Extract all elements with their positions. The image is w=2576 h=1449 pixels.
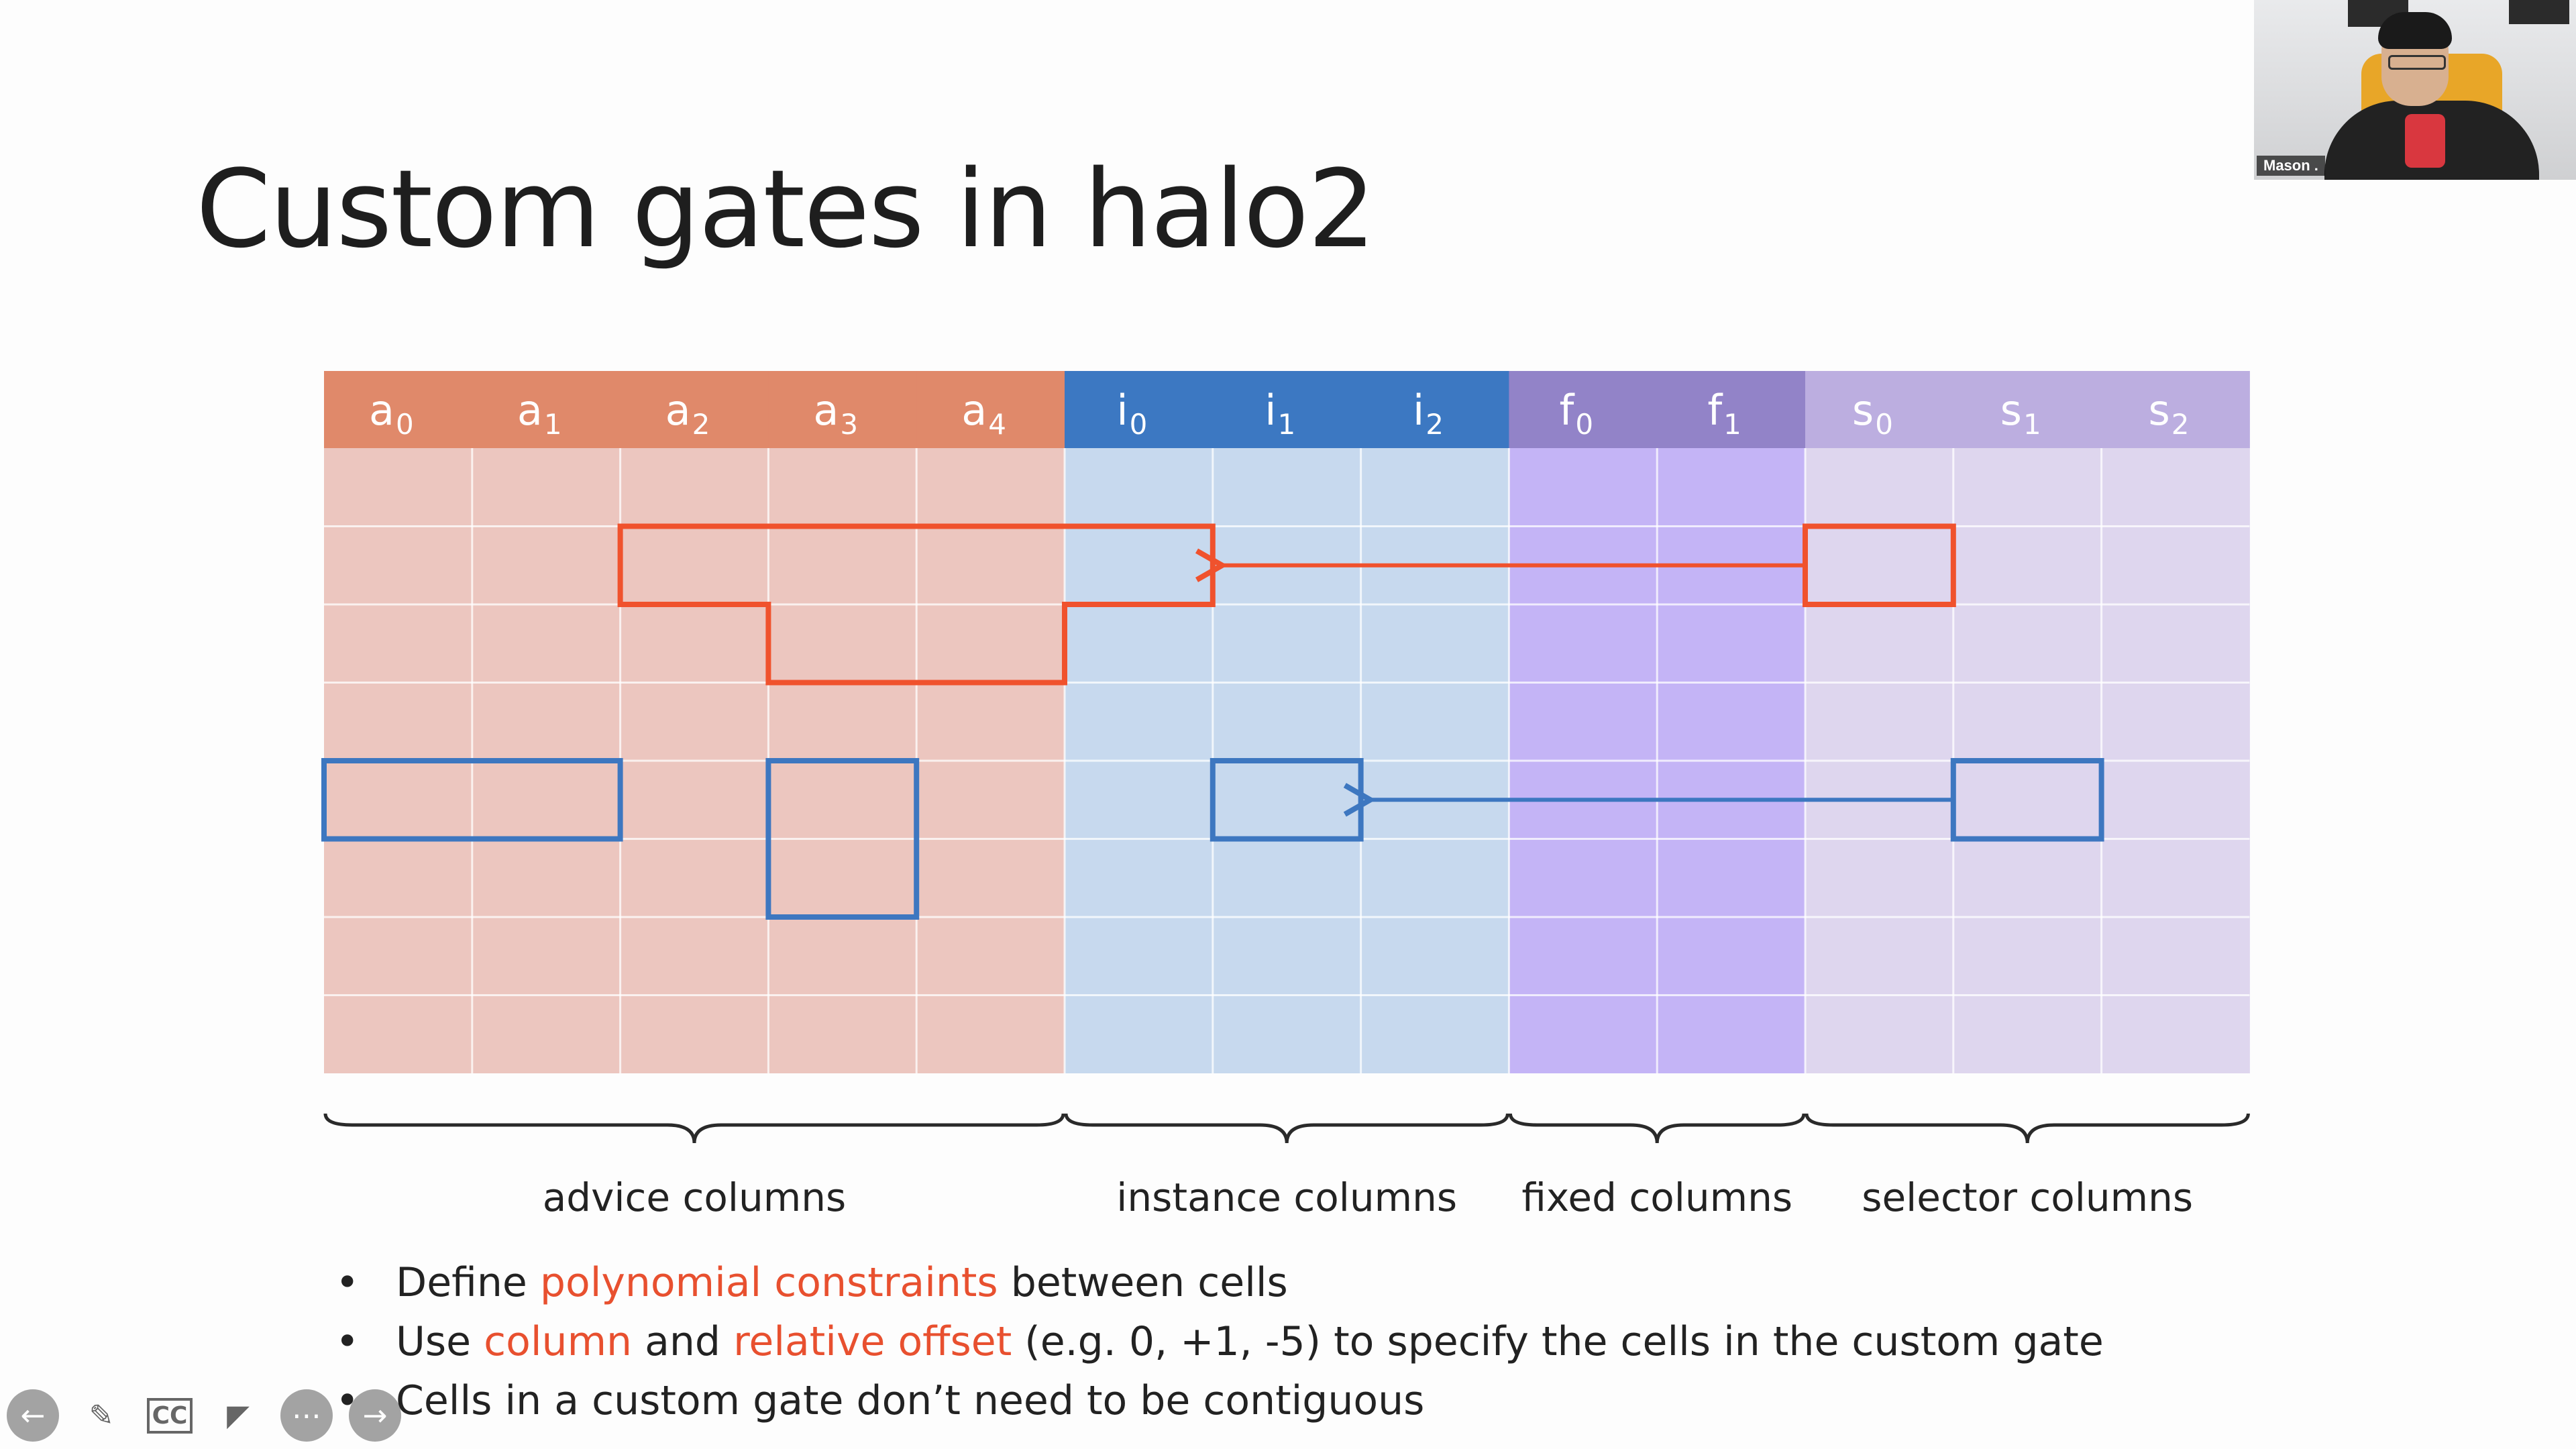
column-header-a2 bbox=[620, 371, 769, 448]
selector-columns-label: selector columns bbox=[1862, 1175, 2193, 1220]
more-button[interactable]: ⋯ bbox=[280, 1389, 333, 1442]
column-label-s1: s1 bbox=[2000, 386, 2041, 441]
column-label-i1: i1 bbox=[1265, 386, 1295, 441]
column-label-f1: f1 bbox=[1707, 386, 1741, 441]
bullet-text: Cells in a custom gate don’t need to be … bbox=[396, 1377, 1425, 1424]
camera-off-icon: ◤ bbox=[227, 1398, 250, 1433]
bullet-text: (e.g. 0, +1, -5) to specify the cells in… bbox=[1012, 1318, 2104, 1365]
bullet-dot: • bbox=[335, 1259, 360, 1306]
bullet-item: • Use column and relative offset (e.g. 0,… bbox=[335, 1312, 2348, 1371]
presenter-toolbar: ← ✎ CC ◤ ⋯ → bbox=[7, 1389, 401, 1442]
column-label-s2: s2 bbox=[2148, 386, 2189, 441]
column-header-a1 bbox=[472, 371, 621, 448]
pencil-icon: ✎ bbox=[89, 1398, 114, 1433]
participant-name: Mason . bbox=[2257, 156, 2325, 176]
column-label-s0: s0 bbox=[1852, 386, 1893, 441]
previous-slide-button[interactable]: ← bbox=[7, 1389, 59, 1442]
column-header-a0 bbox=[324, 371, 473, 448]
column-label-i0: i0 bbox=[1116, 386, 1147, 441]
pen-button[interactable]: ✎ bbox=[75, 1389, 127, 1442]
instance-columns-brace bbox=[1064, 1113, 1509, 1144]
camera-button[interactable]: ◤ bbox=[212, 1389, 264, 1442]
bullet-text: Use bbox=[396, 1318, 484, 1365]
column-header-i0 bbox=[1065, 371, 1214, 448]
blue-gate-cells-a0-a1 bbox=[321, 758, 623, 842]
speaker-glasses bbox=[2388, 55, 2446, 70]
column-header-s0 bbox=[1805, 371, 1954, 448]
captions-button[interactable]: CC bbox=[144, 1389, 196, 1442]
column-header-f0 bbox=[1509, 371, 1658, 448]
column-header-a4 bbox=[916, 371, 1065, 448]
advice-columns-brace bbox=[323, 1113, 1065, 1144]
column-label-a3: a3 bbox=[813, 386, 858, 441]
column-label-a1: a1 bbox=[517, 386, 562, 441]
selector-columns-brace bbox=[1805, 1113, 2250, 1144]
column-label-f0: f0 bbox=[1560, 386, 1594, 441]
column-header-f1 bbox=[1657, 371, 1806, 448]
fixed-columns-brace bbox=[1508, 1113, 1806, 1144]
highlighted-text: column bbox=[484, 1318, 633, 1365]
speaker-shirt bbox=[2405, 114, 2445, 168]
ellipsis-icon: ⋯ bbox=[292, 1398, 321, 1433]
arrow-right-icon: → bbox=[362, 1398, 388, 1433]
advice-columns-label: advice columns bbox=[543, 1175, 847, 1220]
bullet-text: Define bbox=[396, 1259, 540, 1306]
wall-frame bbox=[2509, 0, 2569, 24]
bullet-text: between cells bbox=[998, 1259, 1288, 1306]
column-label-i2: i2 bbox=[1413, 386, 1444, 441]
arrow-left-icon: ← bbox=[20, 1398, 46, 1433]
bullet-dot: • bbox=[335, 1318, 360, 1365]
bullet-list: • Define polynomial constraints between c… bbox=[335, 1253, 2348, 1430]
column-header-a3 bbox=[768, 371, 917, 448]
column-header-s2 bbox=[2101, 371, 2250, 448]
highlighted-text: relative offset bbox=[733, 1318, 1012, 1365]
slide-title: Custom gates in halo2 bbox=[196, 146, 1376, 272]
next-slide-button[interactable]: → bbox=[349, 1389, 401, 1442]
bullet-item: • Define polynomial constraints between c… bbox=[335, 1253, 2348, 1312]
instance-columns-label: instance columns bbox=[1116, 1175, 1457, 1220]
fixed-columns-label: fixed columns bbox=[1521, 1175, 1792, 1220]
column-header-i1 bbox=[1212, 371, 1362, 448]
column-label-a4: a4 bbox=[961, 386, 1006, 441]
column-header-i2 bbox=[1360, 371, 1509, 448]
cc-icon: CC bbox=[146, 1397, 193, 1434]
column-label-a0: a0 bbox=[369, 386, 414, 441]
column-label-a2: a2 bbox=[665, 386, 710, 441]
blue-gate-cells-a3 bbox=[765, 758, 920, 920]
webcam-video-tile[interactable]: Mason . bbox=[2254, 0, 2576, 180]
highlighted-text: polynomial constraints bbox=[539, 1259, 998, 1306]
speaker-hair bbox=[2378, 12, 2452, 49]
bullet-text: and bbox=[632, 1318, 734, 1365]
column-header-s1 bbox=[1953, 371, 2102, 448]
bullet-item: • Cells in a custom gate don’t need to be… bbox=[335, 1371, 2348, 1430]
